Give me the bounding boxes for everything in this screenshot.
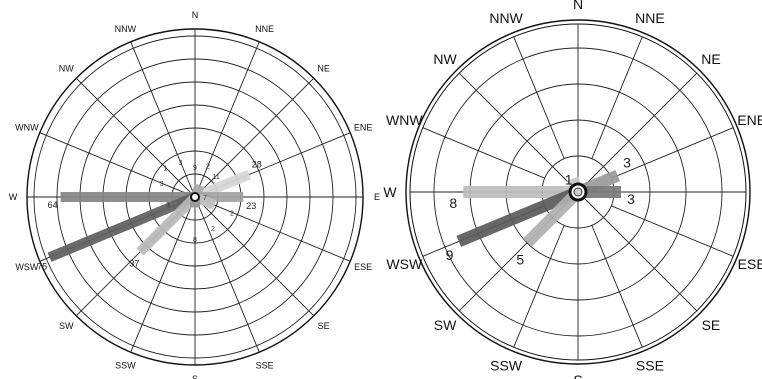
direction-label-wnw: WNW (15, 123, 39, 133)
bar-e (578, 186, 621, 198)
bar-value-w: 8 (449, 195, 457, 211)
direction-label-nnw: NNW (115, 24, 137, 34)
direction-label-sse: SSE (636, 358, 664, 374)
direction-label-s: S (573, 372, 582, 379)
direction-label-n: N (192, 10, 199, 20)
spoke-wnw (422, 127, 545, 179)
direction-label-nw: NW (59, 63, 74, 73)
spoke-se (198, 200, 315, 317)
inner-count-label: 2 (206, 164, 210, 171)
bar-value-sw: 5 (516, 252, 524, 268)
bar-wsw (456, 186, 581, 247)
outer-ring (405, 19, 751, 365)
direction-label-ese: ESE (738, 256, 762, 272)
direction-label-w: W (383, 184, 397, 200)
bar-w (60, 192, 195, 202)
direction-label-sw: SW (59, 321, 74, 331)
direction-label-ene: ENE (354, 123, 373, 133)
direction-label-ssw: SSW (490, 358, 523, 374)
direction-label-nne: NNE (635, 10, 665, 26)
spoke-nnw (130, 41, 194, 193)
bar-value-e: 23 (246, 201, 256, 211)
spoke-ese (199, 198, 351, 262)
direction-label-e: E (374, 192, 380, 202)
direction-label-se: SE (702, 317, 721, 333)
direction-label-sw: SW (434, 317, 457, 333)
spoke-nnw (513, 36, 565, 159)
bar-sw (136, 193, 199, 256)
spoke-se (577, 191, 698, 312)
bar-value-w: 64 (48, 200, 58, 210)
spoke-ssw (130, 201, 194, 353)
bar-value-ene: 3 (623, 155, 631, 171)
direction-label-s: S (192, 374, 198, 379)
direction-label-wsw: WSW (386, 256, 423, 272)
bar-value-wsw: 9 (446, 247, 454, 263)
direction-label-wsw: WSW (15, 262, 38, 272)
bar-value-sw: 37 (129, 259, 139, 269)
inner-count-label: 3 (166, 202, 170, 209)
spoke-sse (591, 225, 643, 348)
wind-rose-right: NNNENEENEEESESESSESSSWSWWSWWWNWNWNNW8953… (383, 0, 762, 379)
bar-sw (523, 187, 583, 247)
spoke-nw (458, 72, 579, 193)
direction-label-nnw: NNW (489, 10, 523, 26)
spoke-nne (591, 36, 643, 159)
inner-count-label: 8 (193, 237, 197, 244)
spoke-nw (75, 77, 192, 194)
center-hub-inner (573, 187, 583, 197)
direction-label-ese: ESE (354, 262, 372, 272)
spoke-nne (196, 41, 260, 193)
direction-label-ssw: SSW (115, 360, 136, 370)
direction-label-wnw: WNW (386, 112, 423, 128)
inner-count-label: 1 (163, 165, 167, 172)
inner-count-label: 2 (230, 210, 234, 217)
spoke-ne (198, 77, 315, 194)
direction-label-n: N (573, 0, 583, 12)
inner-count-label: 7 (203, 195, 207, 202)
direction-label-ene: ENE (737, 112, 762, 128)
direction-label-sse: SSE (256, 360, 274, 370)
inner-count-label: 3 (179, 160, 183, 167)
bar-value-wsw: 75 (37, 261, 47, 271)
spoke-ese (611, 205, 734, 257)
inner-count-label: 9 (193, 165, 197, 172)
direction-label-nne: NNE (255, 24, 274, 34)
spoke-ene (611, 127, 734, 179)
center-hub (190, 192, 200, 202)
bar-w (463, 186, 578, 198)
bar-value-e: 3 (627, 191, 635, 207)
inner-count-label: 2 (211, 226, 215, 233)
direction-label-se: SE (318, 321, 330, 331)
bar-value-ene: 28 (252, 159, 262, 169)
direction-label-ne: NE (317, 63, 330, 73)
inner-count-label: 3 (160, 181, 164, 188)
inner-count-label: 11 (213, 174, 220, 181)
spoke-ne (577, 72, 698, 193)
direction-label-w: W (9, 192, 18, 202)
wind-rose-left: N NNE NE ENE E ESE SE SSE S SSW SW WSW W WNW NW NNW 64 75… (9, 10, 380, 379)
spoke-wnw (39, 132, 191, 196)
direction-label-ne: NE (701, 51, 720, 67)
spoke-sse (196, 201, 260, 353)
direction-label-nw: NW (433, 51, 457, 67)
bar-value-nnw: 1 (565, 171, 573, 187)
bar-wsw (47, 192, 197, 262)
spoke-ssw (513, 225, 565, 348)
